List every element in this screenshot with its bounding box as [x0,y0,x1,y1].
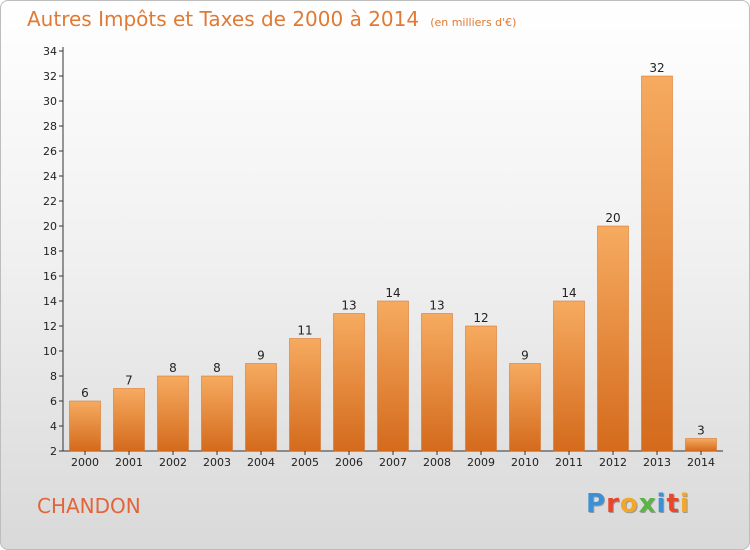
bar [553,300,585,452]
y-tick-label: 14 [43,295,57,308]
y-tick-label: 20 [43,220,57,233]
bar-value-label: 6 [81,386,89,400]
logo-letter: t [666,489,680,519]
y-tick-label: 26 [43,145,57,158]
y-tick-label: 34 [43,45,57,58]
logo-letter: r [606,489,620,519]
x-tick-label: 2013 [643,456,671,469]
chart-title-unit: (en milliers d'€) [430,16,517,29]
y-tick-label: 16 [43,270,57,283]
y-tick-label: 10 [43,345,57,358]
bar [289,338,321,452]
bar-value-label: 9 [521,349,529,363]
y-tick-label: 12 [43,320,57,333]
x-tick-label: 2001 [115,456,143,469]
bar-value-label: 14 [385,286,400,300]
chart-title: Autres Impôts et Taxes de 2000 à 2014 (e… [27,7,516,31]
x-tick-label: 2003 [203,456,231,469]
bar-value-label: 20 [605,211,620,225]
x-tick-label: 2002 [159,456,187,469]
x-tick-label: 2008 [423,456,451,469]
y-tick-label: 8 [50,370,57,383]
logo-letter: x [638,489,657,519]
bar-value-label: 7 [125,374,133,388]
x-tick-label: 2011 [555,456,583,469]
y-tick-label: 24 [43,170,57,183]
x-tick-label: 2005 [291,456,319,469]
x-tick-label: 2012 [599,456,627,469]
bar-value-label: 8 [169,361,177,375]
y-tick-label: 30 [43,95,57,108]
x-tick-label: 2000 [71,456,99,469]
bar-value-label: 13 [429,299,444,313]
y-tick-label: 22 [43,195,57,208]
chart-title-main: Autres Impôts et Taxes de 2000 à 2014 [27,7,420,31]
bar-value-label: 3 [697,424,705,438]
bar [641,75,673,452]
logo-letter: P [586,489,607,519]
logo-letter: i [656,489,667,519]
bar [201,375,233,452]
y-tick-label: 6 [50,395,57,408]
bar [597,225,629,452]
bar-value-label: 13 [341,299,356,313]
bar [465,325,497,452]
y-tick-label: 2 [50,445,57,458]
proxiti-logo: Proxiti [586,489,690,519]
bar [509,363,541,452]
logo-letter: i [679,489,690,519]
bar-value-label: 8 [213,361,221,375]
bar [377,300,409,452]
x-tick-label: 2004 [247,456,275,469]
bar-value-label: 12 [473,311,488,325]
commune-name: CHANDON [37,494,141,518]
bar [69,400,101,452]
bar-value-label: 32 [649,61,664,75]
y-tick-label: 18 [43,245,57,258]
x-tick-label: 2006 [335,456,363,469]
y-tick-label: 4 [50,420,57,433]
bar [685,438,717,452]
x-tick-label: 2010 [511,456,539,469]
bar [245,363,277,452]
bar [421,313,453,452]
x-tick-label: 2009 [467,456,495,469]
logo-letter: o [619,489,639,519]
bar-value-label: 14 [561,286,576,300]
bar [333,313,365,452]
y-tick-label: 28 [43,120,57,133]
x-tick-label: 2014 [687,456,715,469]
bar [157,375,189,452]
bar-value-label: 9 [257,349,265,363]
bar [113,388,145,452]
y-tick-label: 32 [43,70,57,83]
bar-value-label: 11 [297,324,312,338]
x-tick-label: 2007 [379,456,407,469]
